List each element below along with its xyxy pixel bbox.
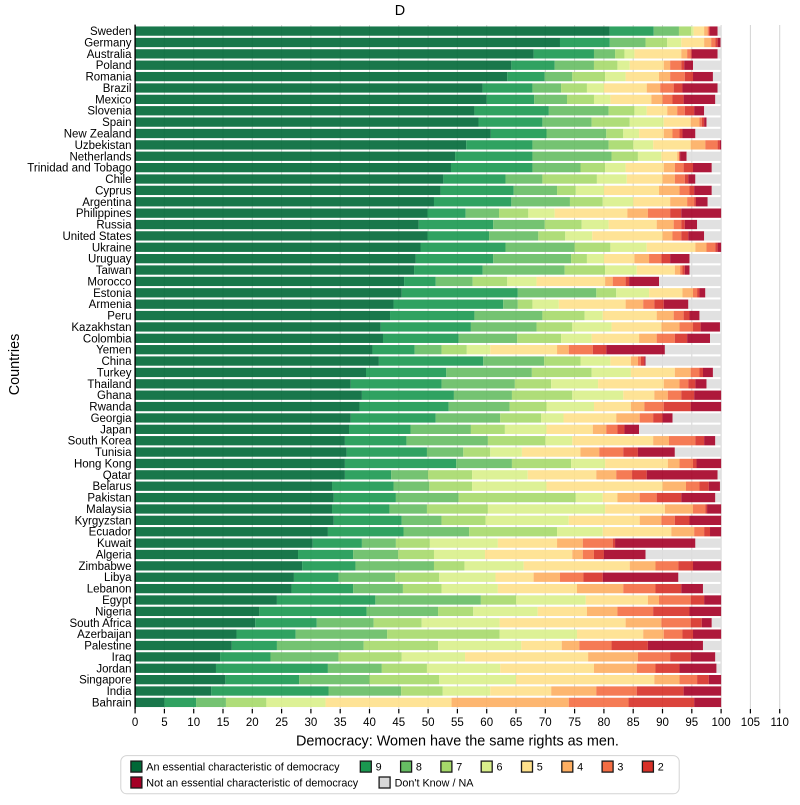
svg-text:45: 45 — [392, 717, 405, 729]
svg-text:Libya: Libya — [104, 572, 132, 584]
svg-text:2: 2 — [658, 762, 664, 774]
svg-text:Poland: Poland — [96, 60, 132, 72]
svg-text:95: 95 — [685, 717, 698, 729]
svg-text:Kuwait: Kuwait — [97, 538, 132, 550]
svg-text:Spain: Spain — [102, 117, 131, 129]
svg-text:Cyprus: Cyprus — [95, 185, 132, 197]
svg-text:Singapore: Singapore — [79, 675, 131, 687]
svg-text:Trinidad and Tobago: Trinidad and Tobago — [27, 163, 131, 175]
svg-text:An essential characteristic of: An essential characteristic of democracy — [146, 762, 340, 774]
svg-text:90: 90 — [656, 717, 669, 729]
svg-text:Thailand: Thailand — [87, 379, 131, 391]
svg-text:Chile: Chile — [105, 174, 131, 186]
svg-text:India: India — [107, 686, 133, 698]
svg-text:4: 4 — [577, 762, 583, 774]
svg-text:South Africa: South Africa — [69, 618, 132, 630]
svg-text:Taiwan: Taiwan — [96, 265, 132, 277]
svg-text:Armenia: Armenia — [89, 299, 132, 311]
svg-text:70: 70 — [539, 717, 552, 729]
svg-text:Colombia: Colombia — [83, 333, 132, 345]
svg-text:Don't Know / NA: Don't Know / NA — [395, 777, 475, 789]
svg-text:South Korea: South Korea — [68, 436, 133, 448]
svg-text:Mexico: Mexico — [95, 94, 131, 106]
svg-text:Romania: Romania — [85, 72, 132, 84]
svg-text:Democracy: Women have the same: Democracy: Women have the same rights as… — [296, 734, 619, 750]
svg-text:100: 100 — [712, 717, 731, 729]
svg-text:Pakistan: Pakistan — [87, 493, 131, 505]
svg-text:Ghana: Ghana — [97, 390, 132, 402]
svg-text:Peru: Peru — [107, 311, 131, 323]
svg-text:60: 60 — [480, 717, 493, 729]
svg-text:Countries: Countries — [7, 334, 23, 396]
svg-text:Germany: Germany — [84, 38, 132, 50]
svg-text:0: 0 — [132, 717, 138, 729]
svg-text:Morocco: Morocco — [87, 276, 131, 288]
svg-text:Qatar: Qatar — [103, 470, 132, 482]
svg-text:3: 3 — [617, 762, 623, 774]
svg-text:Egypt: Egypt — [102, 595, 132, 607]
svg-text:Sweden: Sweden — [90, 26, 132, 38]
svg-text:Belarus: Belarus — [93, 481, 132, 493]
svg-text:Turkey: Turkey — [97, 367, 132, 379]
svg-text:Ecuador: Ecuador — [89, 527, 132, 539]
svg-text:30: 30 — [305, 717, 318, 729]
svg-text:25: 25 — [275, 717, 288, 729]
svg-text:Uzbekistan: Uzbekistan — [75, 140, 132, 152]
svg-text:Tunisia: Tunisia — [95, 447, 132, 459]
svg-text:5: 5 — [537, 762, 543, 774]
svg-text:8: 8 — [416, 762, 422, 774]
svg-text:10: 10 — [187, 717, 200, 729]
svg-text:Kazakhstan: Kazakhstan — [71, 322, 131, 334]
svg-text:Brazil: Brazil — [103, 83, 132, 95]
svg-text:Hong Kong: Hong Kong — [74, 459, 132, 471]
svg-text:Rwanda: Rwanda — [89, 402, 132, 414]
svg-text:110: 110 — [771, 717, 789, 729]
svg-text:Zimbabwe: Zimbabwe — [78, 561, 131, 573]
svg-text:Australia: Australia — [87, 49, 132, 61]
svg-text:Not an essential characteristi: Not an essential characteristic of democ… — [146, 777, 358, 789]
svg-text:Argentina: Argentina — [82, 197, 132, 209]
svg-text:Palestine: Palestine — [84, 641, 131, 653]
svg-text:Slovenia: Slovenia — [87, 106, 132, 118]
svg-text:15: 15 — [217, 717, 230, 729]
svg-text:75: 75 — [568, 717, 581, 729]
svg-text:New Zealand: New Zealand — [64, 129, 132, 141]
svg-text:65: 65 — [510, 717, 523, 729]
svg-text:Iraq: Iraq — [112, 652, 132, 664]
svg-text:9: 9 — [376, 762, 382, 774]
svg-text:20: 20 — [246, 717, 259, 729]
svg-text:50: 50 — [422, 717, 435, 729]
svg-text:United States: United States — [62, 231, 131, 243]
svg-text:China: China — [101, 356, 132, 368]
svg-text:D: D — [395, 3, 405, 19]
svg-text:6: 6 — [497, 762, 503, 774]
svg-text:Uruguay: Uruguay — [88, 254, 132, 266]
svg-text:Malaysia: Malaysia — [86, 504, 132, 516]
svg-text:Nigeria: Nigeria — [95, 606, 132, 618]
svg-text:Estonia: Estonia — [93, 288, 132, 300]
svg-text:105: 105 — [741, 717, 760, 729]
svg-text:Azerbaijan: Azerbaijan — [77, 629, 131, 641]
svg-text:Jordan: Jordan — [96, 663, 131, 675]
svg-text:Netherlands: Netherlands — [69, 151, 131, 163]
svg-text:55: 55 — [451, 717, 464, 729]
svg-text:80: 80 — [598, 717, 611, 729]
svg-text:Lebanon: Lebanon — [87, 584, 132, 596]
svg-text:Philippines: Philippines — [76, 208, 132, 220]
svg-text:35: 35 — [334, 717, 347, 729]
svg-text:Algeria: Algeria — [96, 550, 132, 562]
svg-text:7: 7 — [456, 762, 462, 774]
svg-text:85: 85 — [627, 717, 640, 729]
svg-text:Yemen: Yemen — [96, 345, 131, 357]
svg-text:40: 40 — [363, 717, 376, 729]
svg-text:Ukraine: Ukraine — [92, 242, 132, 254]
svg-text:Georgia: Georgia — [91, 413, 133, 425]
svg-text:Russia: Russia — [96, 220, 132, 232]
svg-text:Bahrain: Bahrain — [92, 697, 132, 709]
svg-text:Japan: Japan — [100, 424, 131, 436]
svg-text:Kyrgyzstan: Kyrgyzstan — [75, 515, 132, 527]
svg-text:5: 5 — [161, 717, 167, 729]
